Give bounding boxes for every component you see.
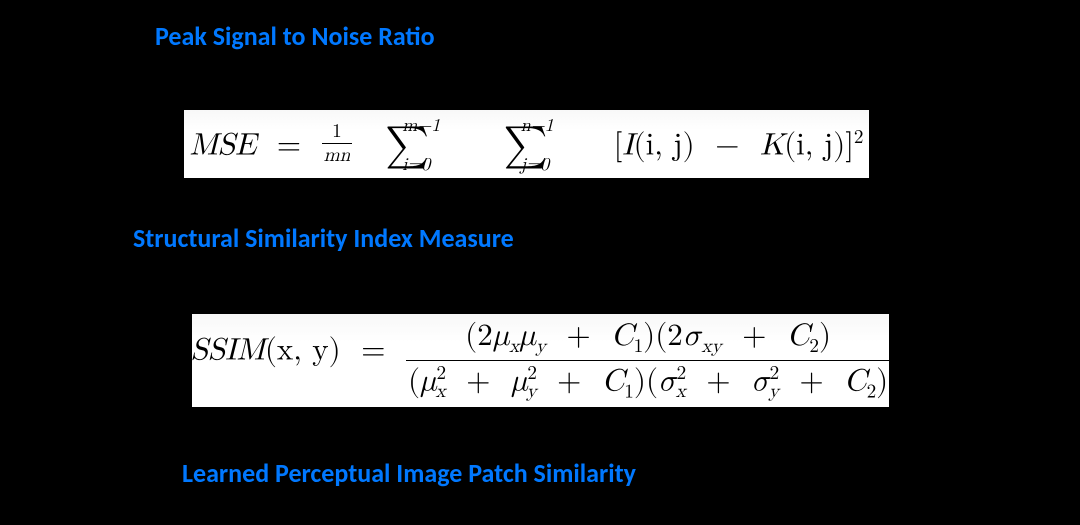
mse-minus: − [715,130,739,161]
two: 2 [667,321,683,352]
p-close: ) [819,321,831,352]
sub-2: 2 [809,337,819,356]
formula-mse-math: MSE = 1 mn ∑ m−1 i=0 ∑ n−1 j=0 [I(i, j) … [190,120,864,169]
p-open: ( [465,321,477,352]
two: 2 [477,321,493,352]
mse-sum-i-upper: m−1 [402,116,440,137]
eq-sign [267,130,277,161]
p-close: ) [876,366,888,397]
C: C [611,321,633,352]
sub-y: y [769,382,779,401]
sub-x: x [676,382,686,401]
mse-equals: = [277,130,301,161]
mse-sum-j: ∑ n−1 j=0 [504,126,548,168]
p-open: ( [646,366,658,397]
heading-ssim: Structural Similarity Index Measure [133,222,514,254]
mse-exponent: 2 [854,128,864,147]
plus: + [706,366,730,397]
ssim-fraction: (2μxμy + C1)(2σxy + C2) (μ2x + μ2y + C1)… [406,316,890,406]
ssim-args: (x, y) [265,335,341,366]
mse-lhs: MSE [190,130,257,161]
plus: + [557,366,581,397]
sub-2: 2 [867,382,877,401]
sub-y: y [536,337,546,356]
sub-1: 1 [624,382,634,401]
mse-coef-frac: 1 mn [322,120,353,167]
sup-2: 2 [677,364,687,383]
sup-2: 2 [436,364,446,383]
mse-sum-j-lower: j=0 [521,155,549,176]
formula-ssim-math: SSIM(x, y) = (2μxμy + C1)(2σxy + C2) (μ2… [191,316,890,406]
mse-args-K: (i, j) [784,130,845,161]
mu: μ [519,321,535,352]
mse-coef-num: 1 [322,120,353,144]
mu: μ [420,366,436,397]
p-close: ) [643,321,655,352]
p-open: ( [655,321,667,352]
heading-lpips: Learned Perceptual Image Patch Similarit… [182,457,636,489]
sup-2: 2 [527,364,537,383]
plus: + [566,321,590,352]
sub-x: x [436,382,446,401]
p-open: ( [408,366,420,397]
C: C [787,321,809,352]
mse-args-I: (i, j) [634,130,695,161]
mse-bracket-close: ] [845,130,854,161]
mse-sum-j-upper: n−1 [521,116,554,137]
heading-psnr: Peak Signal to Noise Ratio [155,20,435,52]
sub-x: x [509,337,519,356]
plus: + [742,321,766,352]
mse-K: K [760,130,784,161]
sigma: σ [751,366,770,397]
formula-mse: MSE = 1 mn ∑ m−1 i=0 ∑ n−1 j=0 [I(i, j) … [184,110,869,178]
sub-y: y [526,382,536,401]
sub-xy: xy [701,337,721,356]
mu: μ [511,366,527,397]
mu: μ [493,321,509,352]
plus: + [466,366,490,397]
mse-coef-den: mn [322,144,353,167]
sigma: σ [683,321,702,352]
ssim-numerator: (2μxμy + C1)(2σxy + C2) [406,316,890,361]
formula-ssim: SSIM(x, y) = (2μxμy + C1)(2σxy + C2) (μ2… [192,314,889,407]
plus: + [799,366,823,397]
ssim-denominator: (μ2x + μ2y + C1)(σ2x + σ2y + C2) [406,361,890,405]
C: C [844,366,866,397]
mse-I: I [622,130,633,161]
mse-sum-i: ∑ m−1 i=0 [385,126,429,168]
sub-1: 1 [634,337,644,356]
mse-sum-i-lower: i=0 [402,155,430,176]
ssim-lhs: SSIM [191,335,265,366]
C: C [602,366,624,397]
p-close: ) [634,366,646,397]
ssim-equals: = [361,335,385,366]
sup-2: 2 [770,364,780,383]
sigma: σ [658,366,677,397]
